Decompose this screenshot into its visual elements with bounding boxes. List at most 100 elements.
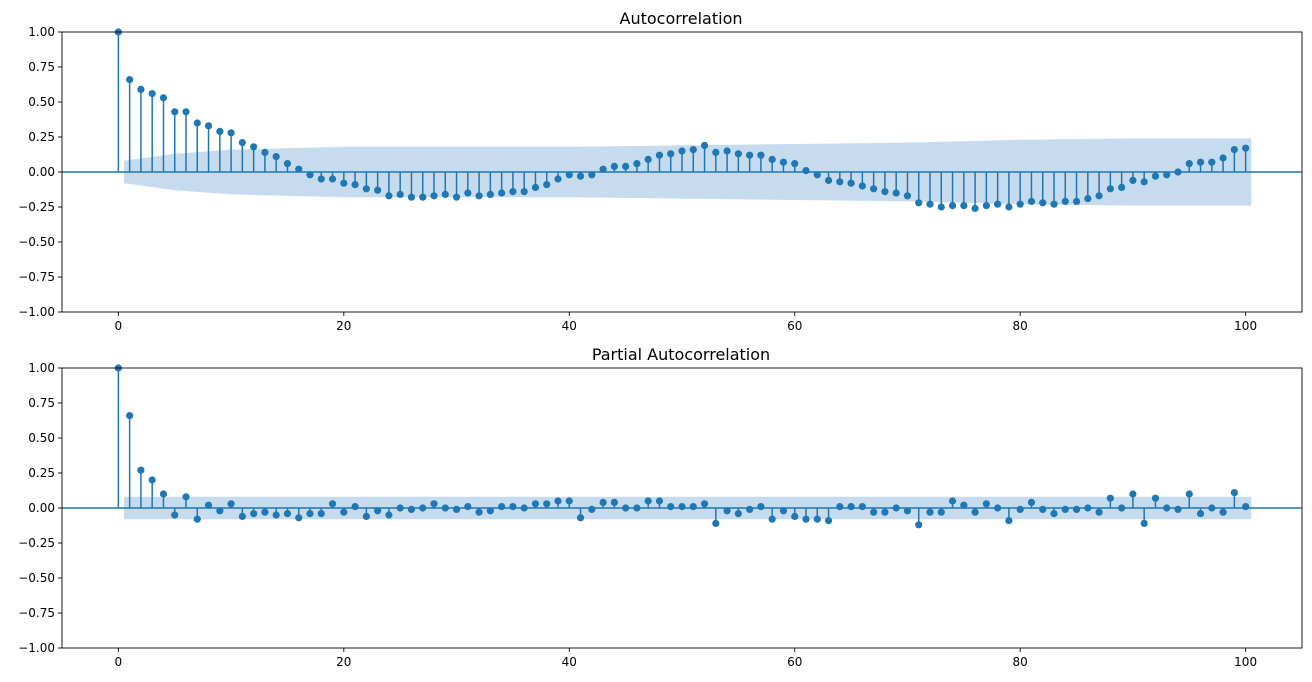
pacf-marker [1185, 490, 1193, 498]
acf-marker [419, 193, 427, 201]
pacf-marker [148, 476, 156, 484]
acf-marker [238, 139, 246, 147]
pacf-marker [655, 497, 664, 505]
acf-y-tick-label: −0.75 [18, 270, 55, 284]
acf-marker [1118, 183, 1126, 191]
pacf-marker [689, 503, 697, 511]
acf-marker [937, 203, 945, 211]
acf-marker [599, 165, 607, 173]
pacf-marker [712, 519, 720, 528]
acf-marker [847, 179, 855, 187]
pacf-marker [622, 504, 630, 512]
pacf-marker [340, 508, 348, 516]
acf-x-tick-label: 80 [1013, 319, 1028, 333]
acf-marker [655, 151, 664, 159]
acf-marker [452, 193, 461, 201]
acf-x-tick-label: 60 [787, 319, 802, 333]
acf-marker [858, 182, 866, 190]
pacf-marker [362, 512, 370, 521]
pacf-panel: Partial Autocorrelation 0 20 40 60 80 100 1.00… [18, 345, 1303, 669]
pacf-marker [328, 500, 337, 508]
pacf-marker [1242, 503, 1250, 511]
acf-marker [148, 90, 156, 98]
acf-marker [1163, 171, 1171, 179]
pacf-marker [385, 511, 393, 519]
acf-marker [915, 199, 923, 207]
pacf-marker [700, 500, 709, 508]
acf-marker [610, 162, 618, 170]
pacf-y-tick-label: −1.00 [18, 641, 55, 655]
acf-marker [622, 162, 630, 170]
acf-marker [520, 188, 528, 196]
pacf-marker [768, 515, 776, 523]
pacf-marker [250, 509, 258, 518]
pacf-marker [1005, 517, 1013, 525]
acf-marker [1185, 160, 1193, 168]
pacf-y-tick-label: 0.00 [28, 501, 55, 515]
acf-marker [1084, 195, 1092, 203]
acf-marker [475, 192, 483, 200]
pacf-y-tick-label: −0.75 [18, 606, 55, 620]
acf-marker [1219, 154, 1227, 162]
acf-marker [1242, 144, 1250, 152]
pacf-marker [396, 504, 404, 512]
acf-x-tick-label: 0 [115, 319, 123, 333]
pacf-marker [171, 511, 179, 519]
acf-y-tick-label: 0.00 [28, 165, 55, 179]
pacf-marker [633, 504, 641, 512]
pacf-marker [1039, 505, 1047, 513]
pacf-marker [599, 498, 607, 506]
acf-marker [216, 127, 224, 135]
acf-marker [757, 151, 765, 159]
pacf-marker [994, 504, 1002, 512]
acf-marker [903, 192, 912, 200]
pacf-marker [227, 500, 235, 508]
pacf-marker [870, 508, 878, 516]
acf-marker [250, 143, 258, 151]
pacf-marker [1208, 504, 1216, 512]
acf-marker [1039, 199, 1047, 207]
acf-marker [283, 160, 292, 168]
acf-marker [644, 155, 652, 163]
pacf-x-tick-label: 100 [1234, 655, 1257, 669]
pacf-y-tick-label: 1.00 [28, 361, 55, 375]
acf-marker [498, 189, 506, 197]
pacf-marker [644, 497, 652, 505]
acf-marker [576, 172, 585, 180]
pacf-marker [847, 503, 855, 511]
acf-marker [689, 146, 697, 154]
acf-marker [1230, 146, 1238, 154]
acf-marker [554, 175, 562, 183]
pacf-marker [723, 507, 731, 515]
acf-marker [768, 155, 776, 163]
pacf-x-tick-label: 20 [336, 655, 351, 669]
pacf-marker [1151, 494, 1160, 502]
acf-marker [137, 85, 145, 93]
pacf-marker [667, 503, 675, 511]
pacf-marker [1230, 489, 1238, 497]
pacf-x-tick-label: 40 [562, 655, 577, 669]
acf-marker [1016, 200, 1024, 208]
acf-marker [272, 153, 280, 161]
acf-marker [565, 171, 573, 179]
pacf-marker [824, 517, 833, 525]
acf-marker [227, 129, 235, 137]
acf-marker [836, 178, 844, 186]
acf-marker [1196, 158, 1205, 166]
acf-marker [791, 160, 799, 168]
pacf-marker [779, 507, 788, 515]
acf-marker [802, 167, 810, 175]
pacf-marker [351, 503, 359, 511]
pacf-marker [1118, 504, 1126, 512]
acf-marker [723, 147, 731, 155]
acf-marker [1061, 197, 1069, 205]
pacf-marker [746, 505, 754, 513]
pacf-y-tick-label: 0.75 [28, 396, 55, 410]
pacf-marker [182, 493, 190, 501]
acf-marker [1208, 158, 1216, 166]
acf-marker [1174, 168, 1182, 176]
pacf-marker [475, 508, 483, 516]
pacf-marker [813, 515, 821, 523]
pacf-marker [464, 503, 472, 511]
pacf-title: Partial Autocorrelation [592, 345, 770, 364]
